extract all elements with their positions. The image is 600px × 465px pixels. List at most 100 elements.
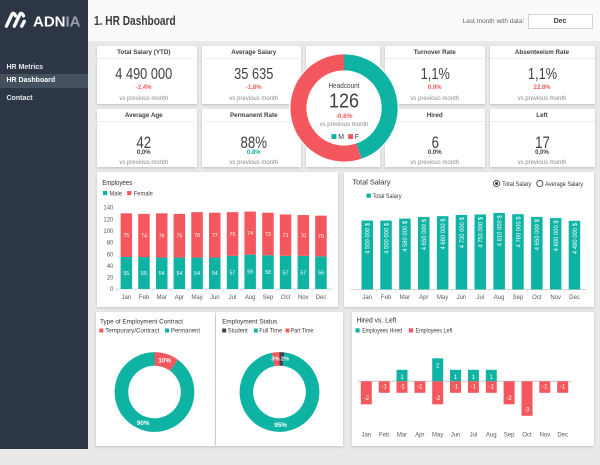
svg-text:54: 54: [211, 271, 217, 277]
svg-text:2: 2: [436, 364, 440, 370]
svg-text:0: 0: [110, 287, 114, 293]
svg-text:Oct: Oct: [280, 295, 290, 301]
svg-text:Feb: Feb: [380, 295, 391, 301]
svg-text:ADNIA: ADNIA: [33, 14, 81, 31]
svg-text:Part Time: Part Time: [290, 328, 314, 334]
svg-text:2%: 2%: [280, 356, 288, 362]
svg-text:Oct: Oct: [532, 295, 542, 301]
svg-text:90%: 90%: [137, 420, 150, 427]
svg-text:100: 100: [103, 229, 114, 235]
svg-text:1: 1: [453, 375, 457, 381]
svg-text:Aug: Aug: [485, 433, 496, 439]
svg-text:-1: -1: [542, 384, 548, 390]
svg-text:-1: -1: [452, 384, 458, 390]
svg-text:-1: -1: [399, 384, 405, 390]
svg-text:Temporary/Contract: Temporary/Contract: [105, 328, 159, 334]
svg-text:Dec: Dec: [315, 295, 326, 301]
svg-text:Employment Status: Employment Status: [222, 319, 278, 326]
svg-text:Aug: Aug: [244, 295, 255, 301]
svg-text:20: 20: [106, 276, 113, 282]
svg-text:Nov: Nov: [539, 433, 550, 439]
svg-text:May: May: [432, 433, 443, 439]
svg-text:Hired vs. Left: Hired vs. Left: [356, 318, 396, 325]
svg-text:Jan: Jan: [361, 433, 371, 439]
svg-text:Jun: Jun: [209, 295, 219, 301]
svg-text:Headcount: Headcount: [328, 81, 360, 90]
svg-text:4 500 000 $: 4 500 000 $: [383, 223, 390, 254]
svg-text:Average Salary: Average Salary: [545, 181, 583, 188]
svg-text:Aug: Aug: [493, 295, 504, 301]
svg-text:120: 120: [103, 217, 114, 223]
svg-text:1: 1: [400, 375, 404, 381]
svg-text:4 750 000 $: 4 750 000 $: [477, 216, 484, 247]
svg-text:Sep: Sep: [503, 433, 514, 439]
svg-text:55: 55: [141, 271, 147, 277]
svg-text:57: 57: [229, 270, 235, 276]
svg-text:80: 80: [106, 241, 113, 247]
svg-text:Jul: Jul: [476, 295, 484, 301]
svg-text:75: 75: [176, 234, 182, 240]
svg-text:3%: 3%: [271, 356, 279, 362]
svg-text:54: 54: [194, 271, 200, 277]
svg-text:57: 57: [300, 270, 306, 276]
svg-text:vs previous month: vs previous month: [319, 122, 368, 128]
svg-text:74: 74: [141, 233, 147, 239]
svg-text:Total Salary: Total Salary: [502, 181, 532, 188]
svg-text:4 650 000 $: 4 650 000 $: [534, 219, 541, 250]
svg-text:May: May: [191, 295, 202, 301]
svg-text:56: 56: [318, 271, 324, 277]
svg-text:1: 1: [489, 375, 493, 381]
svg-text:Jul: Jul: [228, 295, 236, 301]
svg-text:Employees Hired: Employees Hired: [362, 329, 402, 335]
svg-text:Apr: Apr: [415, 433, 424, 439]
svg-text:95%: 95%: [274, 422, 287, 429]
svg-text:4 650 000 $: 4 650 000 $: [421, 219, 428, 250]
svg-text:Feb: Feb: [378, 433, 389, 439]
svg-text:58: 58: [264, 270, 270, 276]
svg-text:Apr: Apr: [174, 295, 183, 301]
svg-text:Full Time: Full Time: [259, 328, 283, 334]
svg-text:71: 71: [282, 233, 288, 239]
svg-text:Jul: Jul: [469, 433, 477, 439]
svg-text:60: 60: [106, 252, 113, 258]
svg-text:4 730 000 $: 4 730 000 $: [458, 217, 465, 248]
svg-text:Mar: Mar: [156, 295, 166, 301]
svg-text:Sep: Sep: [262, 295, 273, 301]
svg-text:4 500 000 $: 4 500 000 $: [364, 223, 371, 254]
svg-text:1: 1: [471, 375, 475, 381]
svg-text:70: 70: [318, 234, 324, 240]
svg-text:Jun: Jun: [450, 433, 460, 439]
svg-text:F: F: [354, 134, 358, 141]
svg-text:Mar: Mar: [396, 433, 406, 439]
svg-text:76: 76: [158, 233, 164, 239]
svg-text:M: M: [338, 134, 344, 141]
svg-text:Jan: Jan: [121, 295, 131, 301]
svg-text:-2: -2: [435, 396, 441, 402]
svg-text:4 760 000 $: 4 760 000 $: [515, 216, 522, 247]
svg-text:126: 126: [329, 90, 359, 113]
svg-text:54: 54: [158, 271, 164, 277]
svg-text:Employees Left: Employees Left: [415, 329, 452, 335]
svg-text:Dec: Dec: [557, 433, 568, 439]
svg-text:4 810 000 $: 4 810 000 $: [496, 215, 503, 246]
svg-text:-1: -1: [381, 384, 387, 390]
svg-text:140: 140: [103, 206, 114, 212]
svg-text:4 680 000 $: 4 680 000 $: [439, 218, 446, 249]
svg-text:-3: -3: [524, 407, 530, 413]
svg-text:Female: Female: [133, 191, 153, 197]
svg-text:Mar: Mar: [399, 295, 409, 301]
svg-text:78: 78: [194, 233, 200, 239]
svg-text:54: 54: [176, 271, 182, 277]
svg-text:May: May: [436, 295, 447, 301]
svg-text:Oct: Oct: [522, 433, 532, 439]
svg-text:57: 57: [282, 270, 288, 276]
svg-text:Sep: Sep: [512, 295, 523, 301]
svg-text:-1: -1: [488, 384, 494, 390]
svg-text:Type of Employment Contract: Type of Employment Contract: [100, 319, 183, 326]
svg-text:Permanent: Permanent: [171, 328, 200, 334]
svg-text:74: 74: [247, 231, 253, 237]
svg-text:Jan: Jan: [362, 295, 372, 301]
svg-text:Feb: Feb: [138, 295, 149, 301]
svg-text:Apr: Apr: [419, 295, 428, 301]
svg-text:Nov: Nov: [550, 295, 561, 301]
